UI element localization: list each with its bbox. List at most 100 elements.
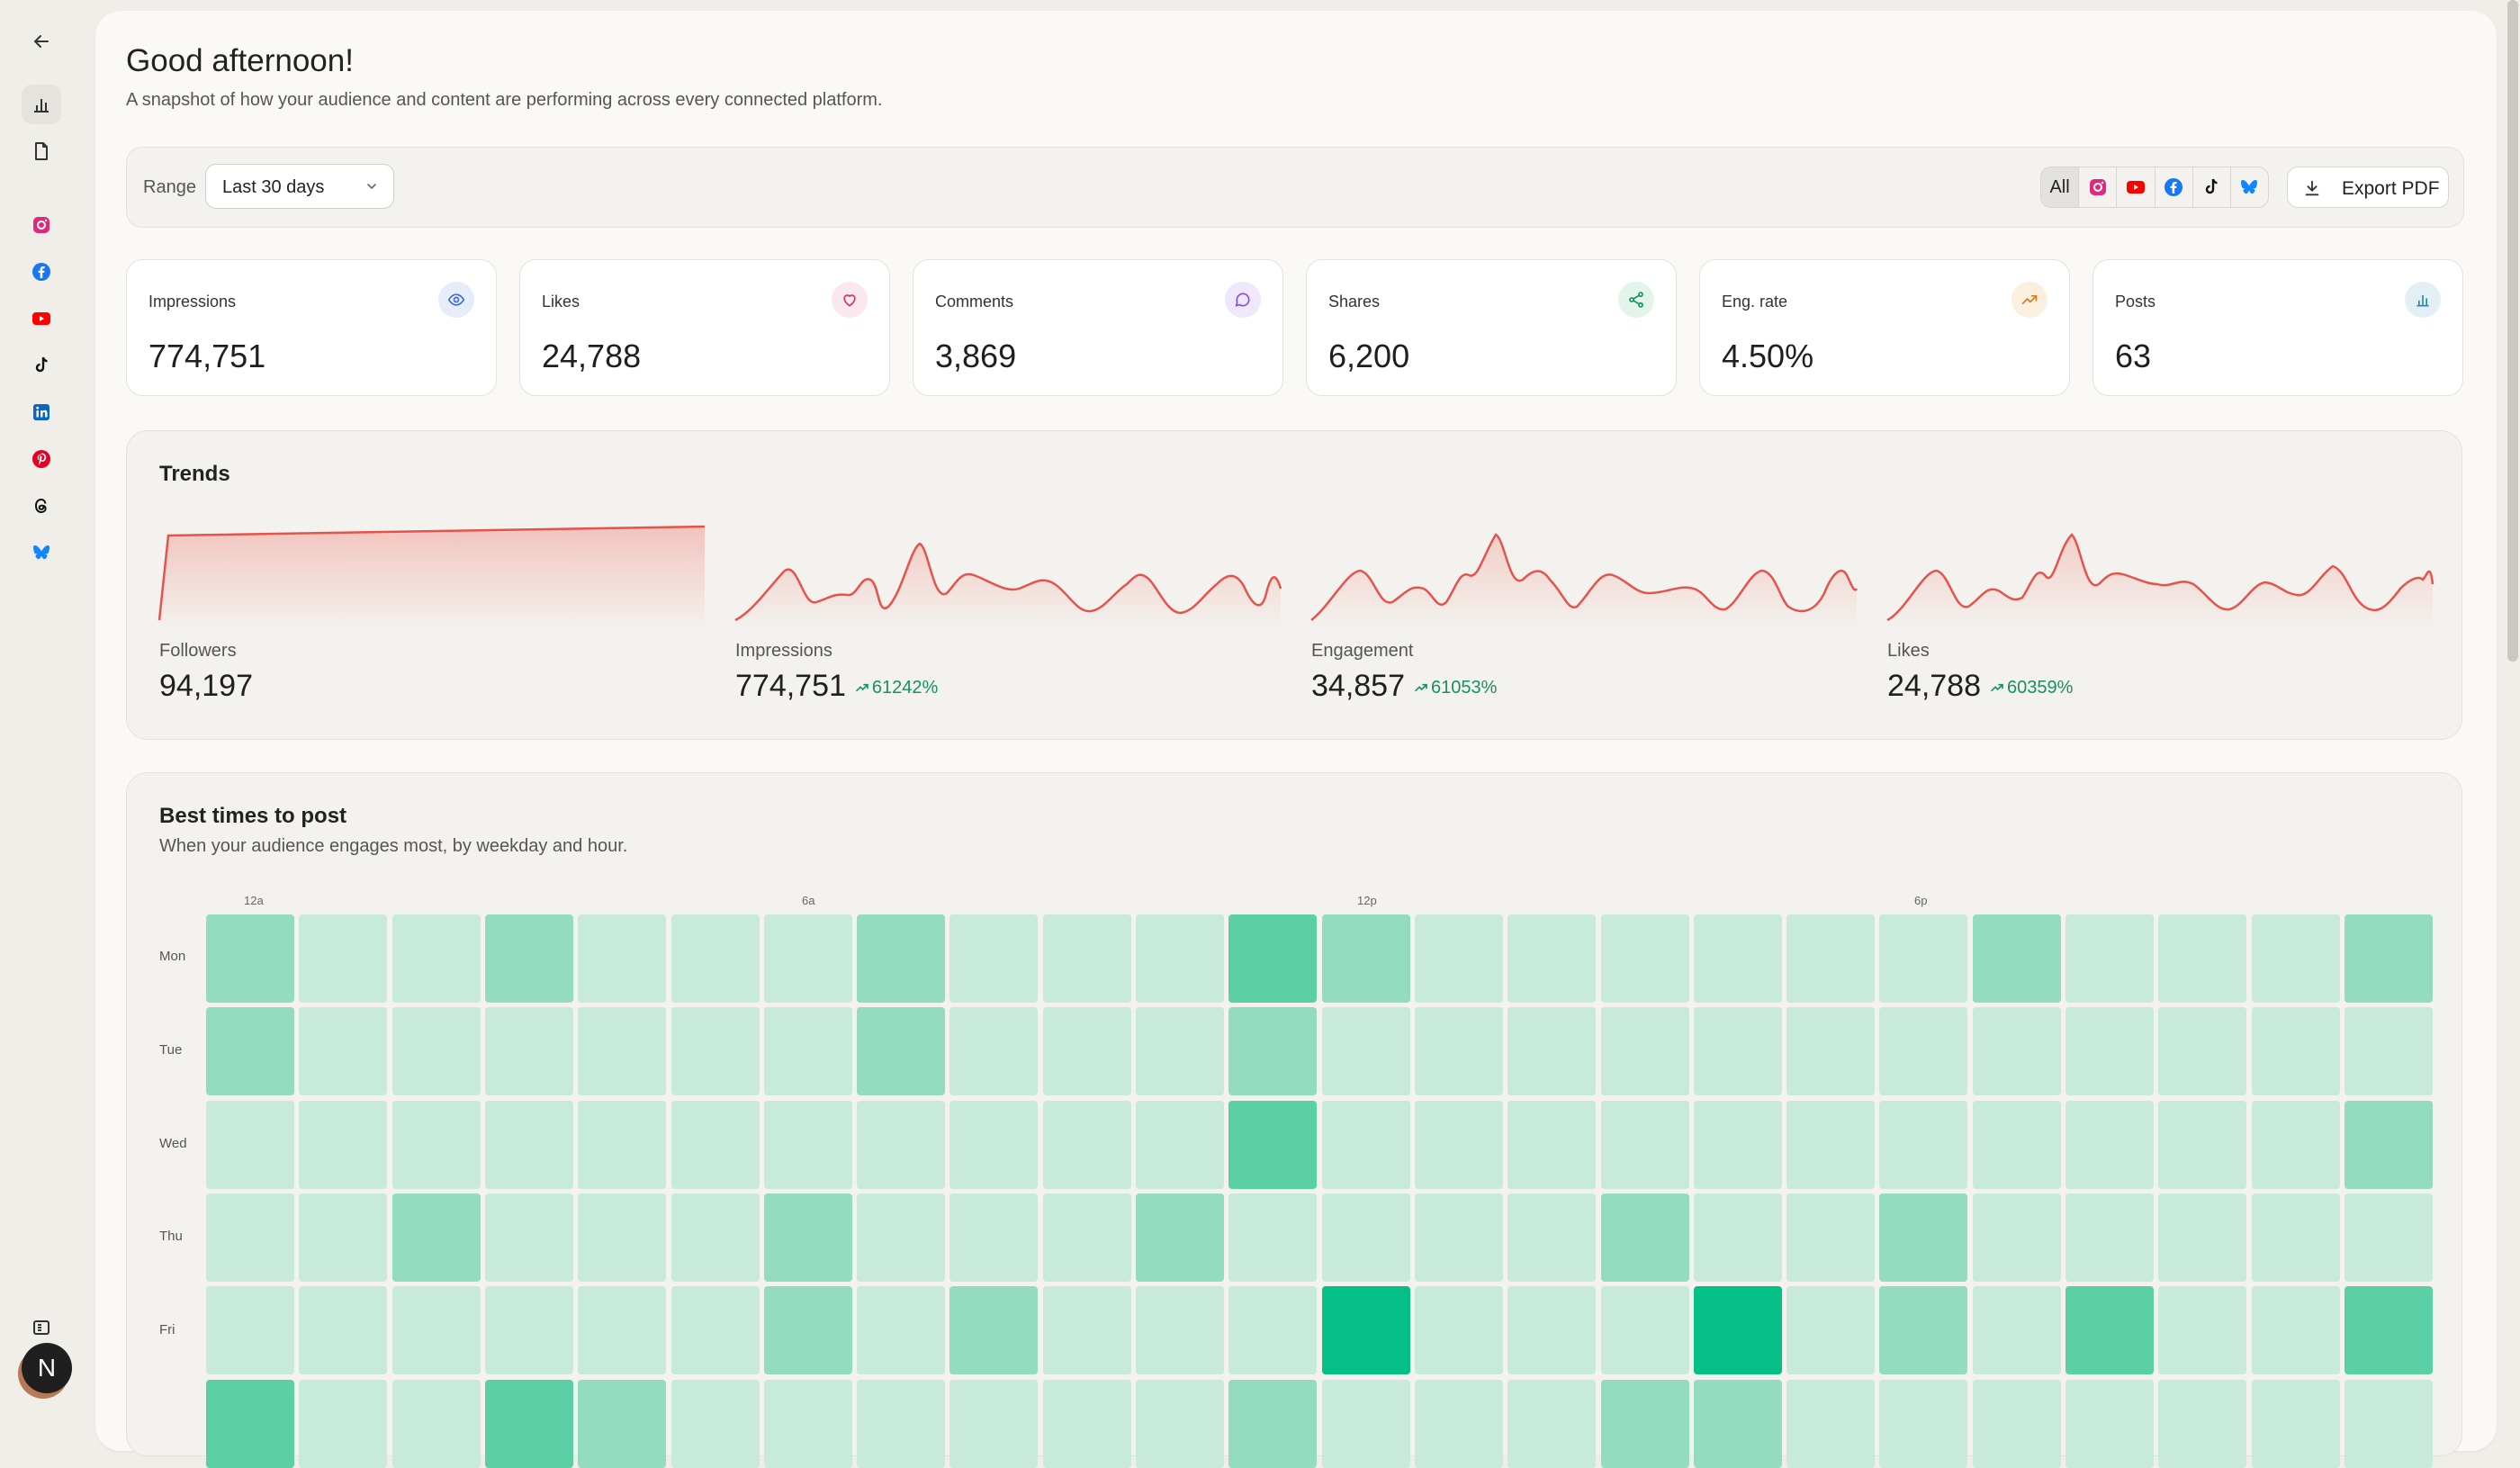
- heatmap-cell[interactable]: [1508, 1007, 1597, 1096]
- export-pdf-button[interactable]: Export PDF: [2287, 167, 2449, 208]
- heatmap-cell[interactable]: [1136, 1100, 1224, 1189]
- heatmap-cell[interactable]: [2251, 1100, 2340, 1189]
- heatmap-cell[interactable]: [1228, 1193, 1318, 1282]
- heatmap-cell[interactable]: [1042, 1100, 1131, 1189]
- heatmap-cell[interactable]: [1042, 1286, 1131, 1375]
- heatmap-cell[interactable]: [670, 1193, 760, 1282]
- heatmap-cell[interactable]: [857, 1379, 946, 1468]
- nav-youtube[interactable]: [22, 299, 61, 338]
- heatmap-cell[interactable]: [206, 1379, 294, 1468]
- heatmap-cell[interactable]: [1600, 1379, 1689, 1468]
- heatmap-cell[interactable]: [950, 1379, 1039, 1468]
- heatmap-cell[interactable]: [2251, 914, 2340, 1003]
- heatmap-cell[interactable]: [484, 1007, 573, 1096]
- nav-content[interactable]: [22, 131, 61, 171]
- heatmap-cell[interactable]: [206, 914, 294, 1003]
- heatmap-cell[interactable]: [299, 1286, 388, 1375]
- heatmap-cell[interactable]: [1786, 1379, 1876, 1468]
- heatmap-cell[interactable]: [1786, 914, 1876, 1003]
- heatmap-cell[interactable]: [670, 914, 760, 1003]
- heatmap-cell[interactable]: [299, 1379, 388, 1468]
- back-button[interactable]: [22, 22, 61, 61]
- heatmap-cell[interactable]: [2158, 1007, 2247, 1096]
- heatmap-cell[interactable]: [950, 914, 1039, 1003]
- heatmap-cell[interactable]: [392, 1100, 481, 1189]
- heatmap-cell[interactable]: [670, 1379, 760, 1468]
- heatmap-cell[interactable]: [1786, 1193, 1876, 1282]
- heatmap-cell[interactable]: [2344, 1193, 2433, 1282]
- sidebar-toggle-button[interactable]: [22, 1308, 61, 1347]
- user-avatar[interactable]: N: [22, 1343, 72, 1393]
- heatmap-cell[interactable]: [1321, 1007, 1410, 1096]
- heatmap-cell[interactable]: [1414, 1379, 1503, 1468]
- heatmap-cell[interactable]: [206, 1286, 294, 1375]
- heatmap-cell[interactable]: [484, 1286, 573, 1375]
- heatmap-cell[interactable]: [299, 1007, 388, 1096]
- heatmap-cell[interactable]: [206, 1100, 294, 1189]
- heatmap-cell[interactable]: [1693, 914, 1782, 1003]
- nav-bluesky[interactable]: [22, 533, 61, 572]
- heatmap-cell[interactable]: [1693, 1379, 1782, 1468]
- heatmap-cell[interactable]: [670, 1100, 760, 1189]
- heatmap-cell[interactable]: [2158, 1100, 2247, 1189]
- nav-tiktok[interactable]: [22, 346, 61, 385]
- heatmap-cell[interactable]: [392, 914, 481, 1003]
- heatmap-cell[interactable]: [2158, 914, 2247, 1003]
- heatmap-cell[interactable]: [299, 1193, 388, 1282]
- heatmap-cell[interactable]: [950, 1193, 1039, 1282]
- heatmap-cell[interactable]: [1879, 1379, 1968, 1468]
- heatmap-cell[interactable]: [1879, 914, 1968, 1003]
- heatmap-cell[interactable]: [857, 1286, 946, 1375]
- heatmap-cell[interactable]: [206, 1193, 294, 1282]
- heatmap-cell[interactable]: [763, 1286, 852, 1375]
- heatmap-cell[interactable]: [2158, 1379, 2247, 1468]
- heatmap-cell[interactable]: [2251, 1286, 2340, 1375]
- heatmap-cell[interactable]: [670, 1286, 760, 1375]
- heatmap-cell[interactable]: [1321, 1100, 1410, 1189]
- heatmap-cell[interactable]: [2344, 914, 2433, 1003]
- heatmap-cell[interactable]: [1136, 914, 1224, 1003]
- nav-instagram[interactable]: [22, 205, 61, 245]
- heatmap-cell[interactable]: [392, 1379, 481, 1468]
- heatmap-cell[interactable]: [763, 914, 852, 1003]
- heatmap-cell[interactable]: [578, 1193, 667, 1282]
- platform-filter-all[interactable]: All: [2041, 167, 2080, 207]
- heatmap-cell[interactable]: [1321, 1193, 1410, 1282]
- heatmap-cell[interactable]: [1321, 1379, 1410, 1468]
- platform-filter-instagram[interactable]: [2079, 167, 2118, 207]
- heatmap-cell[interactable]: [763, 1379, 852, 1468]
- heatmap-cell[interactable]: [484, 914, 573, 1003]
- platform-filter-facebook[interactable]: [2156, 167, 2193, 207]
- heatmap-cell[interactable]: [1414, 1193, 1503, 1282]
- platform-filter-tiktok[interactable]: [2193, 167, 2231, 207]
- heatmap-cell[interactable]: [1600, 1286, 1689, 1375]
- heatmap-cell[interactable]: [1693, 1100, 1782, 1189]
- heatmap-cell[interactable]: [1508, 1193, 1597, 1282]
- heatmap-cell[interactable]: [2251, 1193, 2340, 1282]
- heatmap-cell[interactable]: [484, 1193, 573, 1282]
- heatmap-cell[interactable]: [1879, 1193, 1968, 1282]
- heatmap-cell[interactable]: [1786, 1007, 1876, 1096]
- nav-pinterest[interactable]: [22, 439, 61, 479]
- heatmap-cell[interactable]: [392, 1193, 481, 1282]
- heatmap-cell[interactable]: [1693, 1007, 1782, 1096]
- heatmap-cell[interactable]: [1600, 914, 1689, 1003]
- heatmap-cell[interactable]: [1228, 914, 1318, 1003]
- heatmap-cell[interactable]: [1414, 914, 1503, 1003]
- heatmap-cell[interactable]: [1600, 1007, 1689, 1096]
- heatmap-cell[interactable]: [1879, 1286, 1968, 1375]
- heatmap-cell[interactable]: [2251, 1379, 2340, 1468]
- heatmap-cell[interactable]: [1786, 1100, 1876, 1189]
- heatmap-cell[interactable]: [1042, 1193, 1131, 1282]
- heatmap-cell[interactable]: [857, 1100, 946, 1189]
- heatmap-cell[interactable]: [950, 1100, 1039, 1189]
- heatmap-cell[interactable]: [1879, 1100, 1968, 1189]
- heatmap-cell[interactable]: [1228, 1286, 1318, 1375]
- heatmap-cell[interactable]: [578, 914, 667, 1003]
- heatmap-cell[interactable]: [1693, 1193, 1782, 1282]
- heatmap-cell[interactable]: [1972, 914, 2061, 1003]
- heatmap-cell[interactable]: [1136, 1379, 1224, 1468]
- heatmap-cell[interactable]: [857, 1007, 946, 1096]
- platform-filter-youtube[interactable]: [2117, 167, 2156, 207]
- heatmap-cell[interactable]: [578, 1379, 667, 1468]
